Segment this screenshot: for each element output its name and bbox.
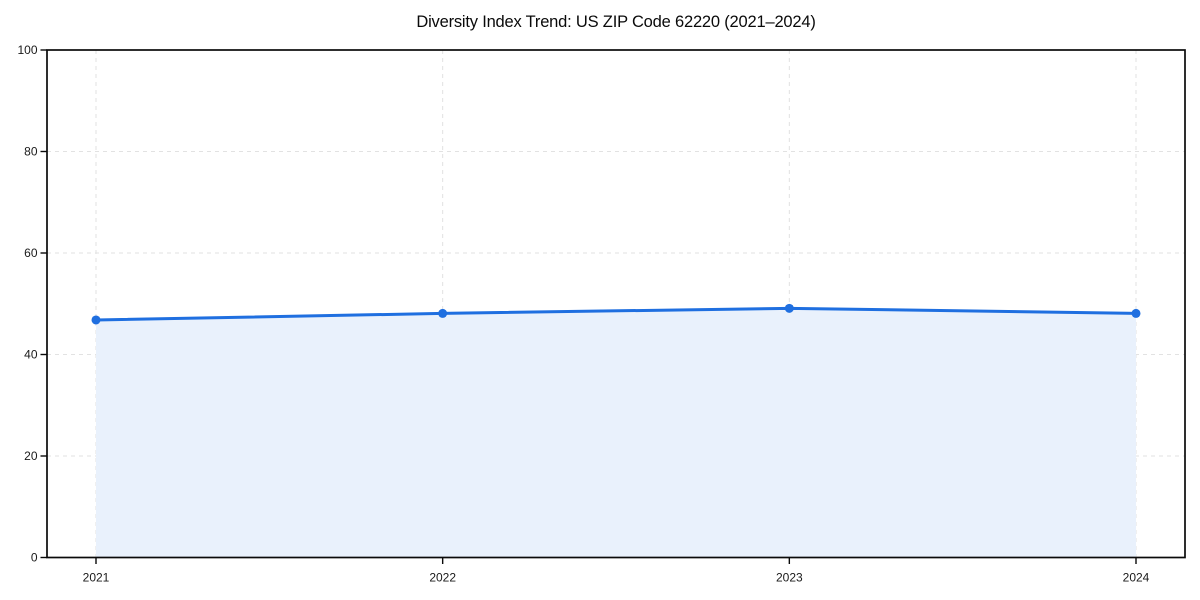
x-tick-label: 2022 xyxy=(429,571,456,585)
trend-line xyxy=(94,306,1138,322)
plot-border xyxy=(46,49,1186,559)
x-tick-label: 2024 xyxy=(1123,571,1150,585)
data-point-marker xyxy=(438,308,448,318)
y-tick-label: 40 xyxy=(24,348,38,362)
y-tick-label: 60 xyxy=(24,246,38,260)
data-point-marker xyxy=(1131,308,1141,318)
data-point-marker xyxy=(91,315,101,325)
x-tick-label: 2021 xyxy=(83,571,110,585)
y-tick-label: 80 xyxy=(24,145,38,159)
data-point-marker xyxy=(784,303,794,313)
y-tick-label: 0 xyxy=(31,551,38,565)
chart-title: Diversity Index Trend: US ZIP Code 62220… xyxy=(416,13,816,31)
area-fill xyxy=(96,308,1136,558)
y-tick-label: 20 xyxy=(24,449,38,463)
x-tick-label: 2023 xyxy=(776,571,803,585)
y-tick-label: 100 xyxy=(17,43,37,57)
